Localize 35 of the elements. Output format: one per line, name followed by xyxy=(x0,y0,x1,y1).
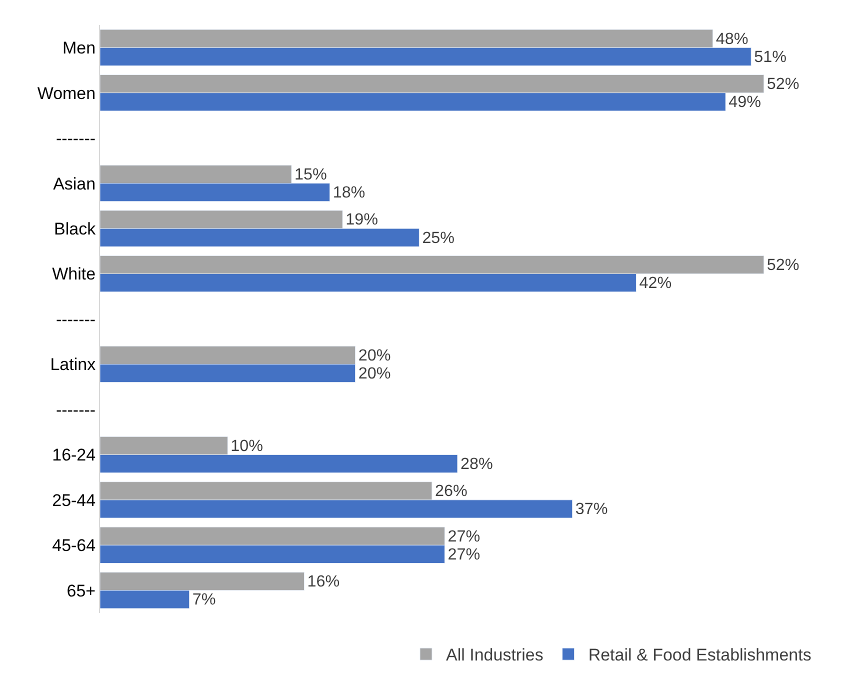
y-tick-label: ------- xyxy=(56,129,96,148)
data-label: 52% xyxy=(766,256,800,274)
legend-label: Retail & Food Establishments xyxy=(588,646,812,665)
y-tick-label: ------- xyxy=(56,400,96,420)
data-label: 15% xyxy=(294,166,327,184)
y-tick-label: 25-44 xyxy=(52,490,96,510)
data-label: 7% xyxy=(192,590,216,609)
data-label: 16% xyxy=(307,572,340,591)
data-label: 51% xyxy=(754,48,787,66)
y-tick-label: ------- xyxy=(56,310,96,329)
data-label: 19% xyxy=(346,210,378,229)
y-tick-label: White xyxy=(52,264,96,284)
y-tick-label: Asian xyxy=(53,174,96,194)
y-tick-label: Latinx xyxy=(50,355,96,374)
data-label: 48% xyxy=(716,30,748,48)
y-tick-label: 65+ xyxy=(66,581,96,600)
data-label: 20% xyxy=(358,346,391,364)
y-tick-label: Men xyxy=(62,38,96,58)
data-label: 20% xyxy=(358,364,391,383)
legend-label: All Industries xyxy=(446,646,544,665)
data-label: 37% xyxy=(575,500,608,518)
data-label: 27% xyxy=(448,527,480,546)
data-label: 52% xyxy=(766,75,800,94)
data-label: 18% xyxy=(332,184,366,202)
data-label: 28% xyxy=(460,454,493,473)
data-label: 49% xyxy=(728,93,761,112)
y-tick-label: Black xyxy=(54,219,96,238)
y-tick-label: 45-64 xyxy=(52,536,96,556)
y-tick-label: Women xyxy=(37,84,96,103)
data-label: 42% xyxy=(639,274,672,292)
y-tick-label: 16-24 xyxy=(52,446,96,465)
data-label: 25% xyxy=(422,228,455,247)
data-label: 10% xyxy=(230,436,264,455)
data-label: 26% xyxy=(434,482,468,500)
data-label: 27% xyxy=(448,545,480,564)
